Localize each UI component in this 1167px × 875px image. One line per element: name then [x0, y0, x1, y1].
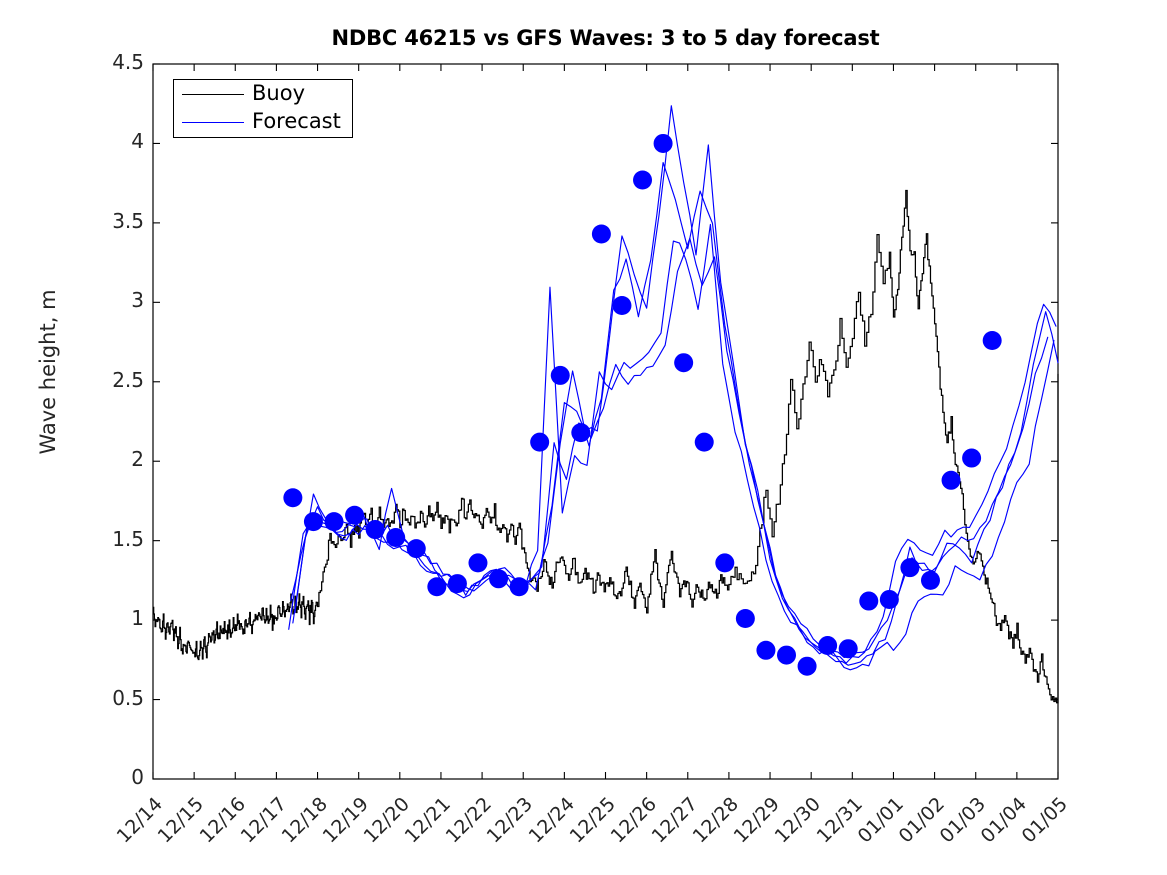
axes-frame	[152, 63, 1059, 780]
forecast-marker	[715, 553, 735, 573]
forecast-marker	[591, 224, 611, 244]
legend-line-buoy	[182, 94, 244, 95]
forecast-marker	[303, 512, 323, 532]
y-tick-label-text: 4.5	[112, 50, 144, 74]
forecast-marker	[941, 470, 961, 490]
forecast-marker	[653, 133, 673, 153]
forecast-marker	[406, 539, 426, 559]
forecast-marker	[694, 432, 714, 452]
y-tick-label-text: 3.5	[112, 208, 144, 233]
legend-line-forecast	[182, 122, 244, 123]
forecast-marker	[468, 553, 488, 573]
forecast-trace-1	[292, 161, 1059, 666]
chart-title: NDBC 46215 vs GFS Waves: 3 to 5 day fore…	[331, 26, 880, 50]
y-tick-label-text: 0	[131, 765, 144, 789]
forecast-marker	[674, 353, 694, 373]
forecast-marker	[345, 505, 365, 525]
forecast-marker	[489, 569, 509, 589]
forecast-marker	[447, 574, 467, 594]
y-tick-label-text: 2	[131, 447, 144, 472]
y-tick-label-text: 3	[131, 288, 144, 313]
forecast-marker	[879, 589, 899, 609]
forecast-marker	[818, 636, 838, 656]
forecast-marker	[365, 520, 385, 540]
forecast-marker	[859, 591, 879, 611]
forecast-marker	[777, 645, 796, 665]
forecast-marker	[920, 570, 940, 590]
forecast-marker	[427, 577, 447, 597]
forecast-marker	[633, 170, 653, 190]
forecast-marker	[612, 296, 632, 316]
forecast-marker	[324, 512, 344, 532]
series-buoy	[153, 189, 1059, 704]
legend-entry-forecast: Forecast	[182, 109, 346, 136]
forecast-marker	[962, 448, 982, 468]
buoy-line	[153, 189, 1059, 704]
forecast-marker	[550, 365, 570, 385]
forecast-marker	[900, 558, 920, 578]
forecast-trace-3	[294, 237, 1049, 658]
forecast-marker	[797, 656, 817, 676]
forecast-marker	[735, 609, 755, 629]
forecast-marker	[982, 330, 1002, 350]
y-tick-label-text: 2.5	[112, 367, 144, 392]
forecast-marker	[530, 432, 550, 452]
forecast-marker	[571, 423, 591, 443]
forecast-marker	[283, 488, 303, 508]
forecast-marker	[756, 640, 776, 660]
y-tick-label-text: 4	[131, 129, 144, 154]
series-forecast	[288, 105, 1059, 671]
y-tick-label-text: 1.5	[112, 526, 144, 551]
axis-ticks	[152, 63, 1059, 780]
legend-label-buoy: Buoy	[252, 81, 305, 105]
axes-box	[152, 63, 1059, 780]
forecast-markers	[283, 133, 1002, 676]
y-tick-label-text: 1	[131, 606, 144, 631]
forecast-marker	[386, 527, 406, 547]
forecast-trace-2	[288, 223, 1057, 664]
y-tick-label-text: 0.5	[112, 685, 144, 710]
forecast-marker	[509, 577, 529, 597]
forecast-marker	[838, 639, 858, 659]
legend-label-forecast: Forecast	[252, 109, 341, 133]
legend-entry-buoy: Buoy	[182, 81, 346, 108]
chart-legend: Buoy Forecast	[173, 79, 353, 138]
